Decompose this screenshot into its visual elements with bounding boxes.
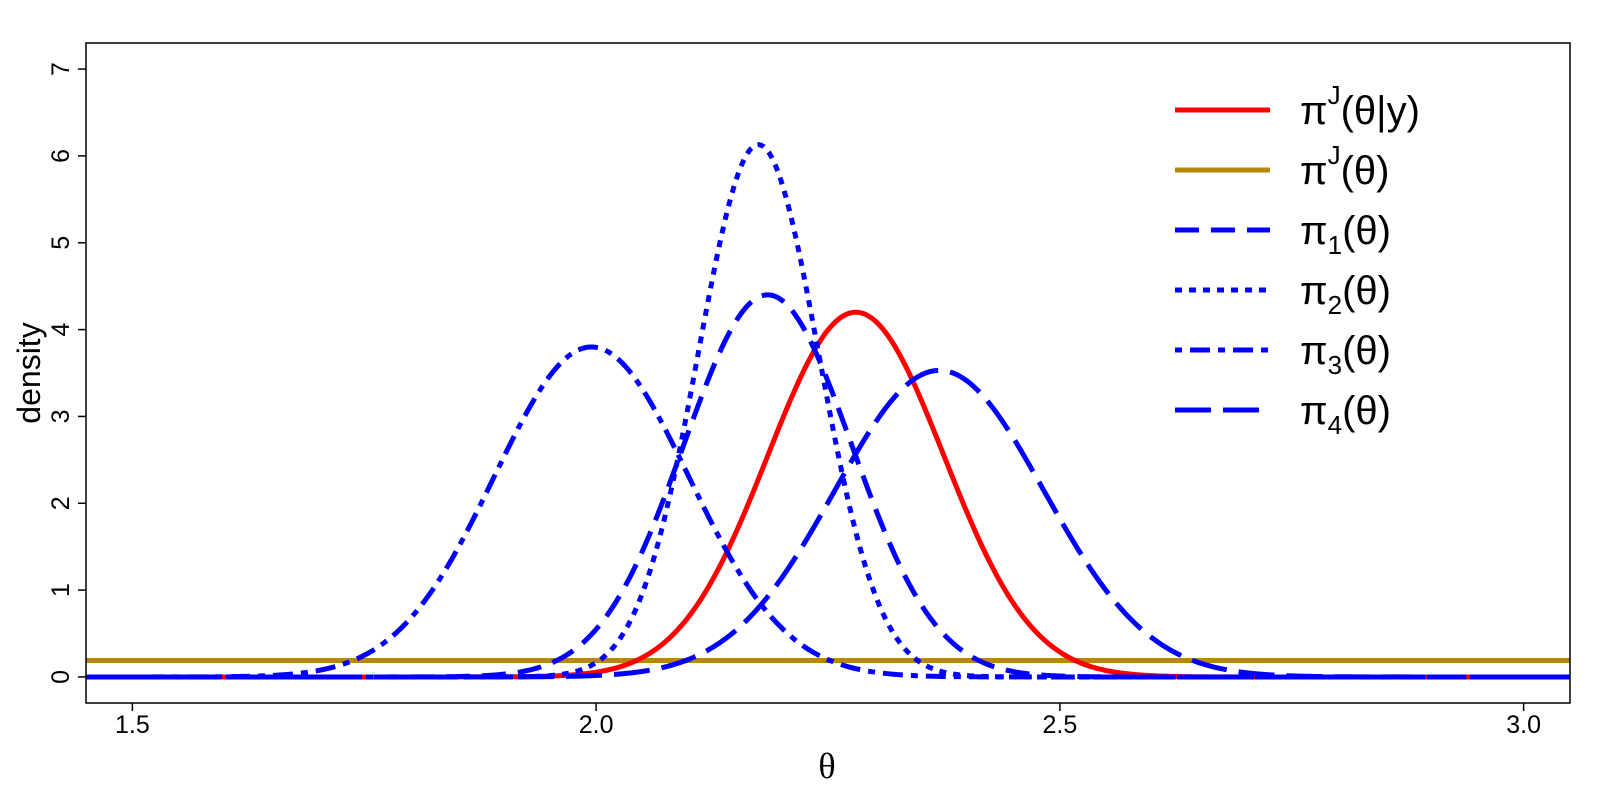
y-tick-label: 7 <box>47 62 75 76</box>
y-axis-title: density <box>11 322 47 423</box>
series-line-5 <box>86 367 1570 680</box>
legend-label-0: πJ(θ|y) <box>1300 80 1420 133</box>
x-axis-title: θ <box>818 746 835 786</box>
series-line-2 <box>86 292 1570 680</box>
x-axis: 1.5 2.0 2.5 3.0 <box>115 703 1541 739</box>
series-layer <box>86 142 1570 680</box>
y-tick-label: 3 <box>47 409 75 423</box>
legend-label-1: πJ(θ) <box>1300 140 1390 193</box>
x-tick-label: 2.5 <box>1042 711 1077 739</box>
legend-label-2: π1(θ) <box>1300 209 1391 260</box>
y-tick-label: 4 <box>47 323 75 337</box>
series-line-4 <box>86 344 1570 680</box>
legend-label-4: π3(θ) <box>1300 329 1391 380</box>
y-tick-label: 5 <box>47 236 75 250</box>
plot-frame <box>85 42 1571 704</box>
legend-label-3: π2(θ) <box>1300 269 1391 320</box>
x-tick-label: 1.5 <box>115 711 150 739</box>
y-tick-label: 6 <box>47 149 75 163</box>
legend: πJ(θ|y) πJ(θ) π1(θ) π2(θ) π3(θ) π4(θ) <box>1175 80 1420 440</box>
y-tick-label: 1 <box>47 583 75 597</box>
y-tick-label: 2 <box>47 496 75 510</box>
x-tick-label: 3.0 <box>1506 711 1541 739</box>
y-tick-label: 0 <box>47 670 75 684</box>
y-axis: 0 1 2 3 4 5 6 7 <box>47 62 86 684</box>
legend-label-5: π4(θ) <box>1300 389 1391 440</box>
x-tick-label: 2.0 <box>579 711 614 739</box>
